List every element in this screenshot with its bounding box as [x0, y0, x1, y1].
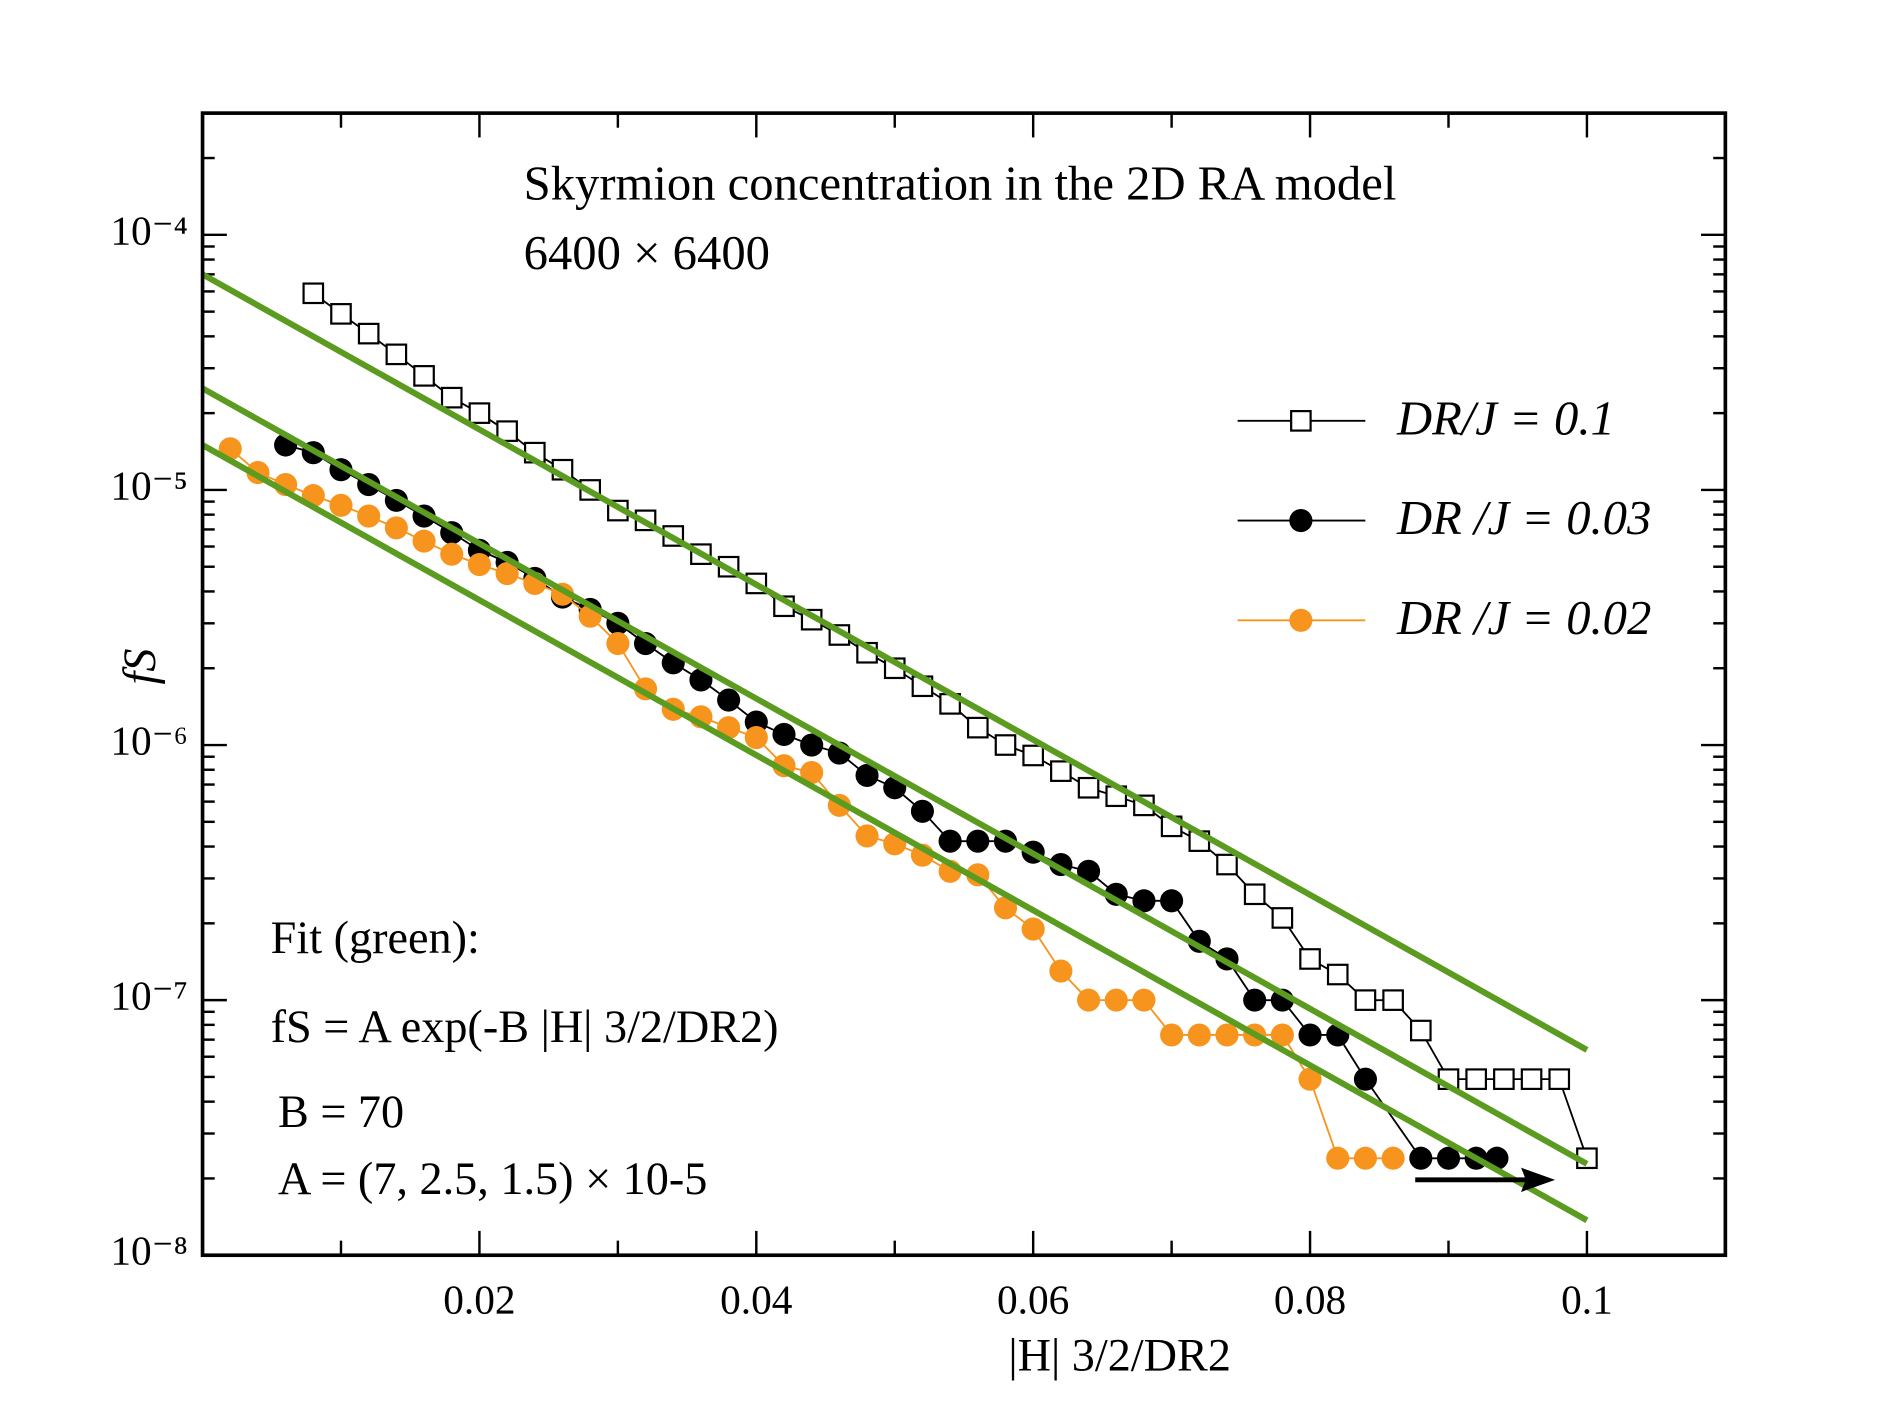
- ticks: 0.02 0.04 0.06 0.08 0.1 10⁻⁸ 10⁻⁷ 10⁻⁶ 10⁻⁵ 10⁻⁴: [110, 113, 1726, 1322]
- marker: [1299, 948, 1321, 970]
- fit-line: [201, 442, 1589, 1223]
- marker: [1354, 989, 1377, 1011]
- legend-label: DR/J = 0.1: [1396, 391, 1615, 445]
- x-tick-label: 0.04: [720, 1276, 793, 1322]
- annotation: fS = A exp(-B |H| 3/2/DR2): [271, 1001, 779, 1052]
- marker: [1270, 1023, 1294, 1047]
- marker: [1243, 988, 1267, 1012]
- marker: [496, 420, 518, 442]
- marker: [910, 799, 934, 823]
- marker: [1353, 1067, 1377, 1091]
- chart-title: Skyrmion concentration in the 2D RA mode…: [524, 157, 1397, 211]
- marker: [440, 386, 463, 409]
- marker: [357, 322, 380, 345]
- marker: [1436, 1146, 1461, 1170]
- y-tick-label: 10⁻⁷: [110, 973, 188, 1019]
- marker: [1049, 959, 1073, 983]
- y-tick-label: 10⁻⁴: [110, 207, 188, 253]
- marker: [1215, 1023, 1239, 1047]
- marker: [413, 365, 435, 387]
- marker: [938, 829, 962, 853]
- marker: [1187, 1023, 1211, 1047]
- plot-frame: [200, 111, 1728, 1258]
- marker: [467, 552, 491, 577]
- legend-marker: [1289, 608, 1313, 632]
- marker: [1077, 776, 1100, 799]
- marker: [717, 688, 741, 712]
- marker: [1382, 989, 1404, 1011]
- marker: [385, 343, 408, 366]
- marker: [966, 829, 990, 853]
- legend: DR/J = 0.1 DR /J = 0.03 DR /J = 0.02: [1237, 391, 1651, 645]
- y-tick-label: 10⁻⁵: [110, 462, 188, 508]
- marker: [855, 763, 879, 787]
- marker: [1104, 988, 1128, 1012]
- x-axis-label: |H| 3/2/DR2: [1008, 1329, 1231, 1380]
- marker: [1271, 907, 1294, 929]
- marker: [1022, 744, 1045, 767]
- marker: [468, 402, 491, 424]
- marker: [1021, 917, 1045, 941]
- marker: [1353, 1146, 1377, 1170]
- marker: [302, 282, 325, 305]
- marker: [1326, 1146, 1350, 1170]
- marker: [993, 896, 1018, 920]
- marker: [1548, 1068, 1571, 1090]
- marker: [1160, 1023, 1184, 1047]
- marker: [800, 761, 824, 785]
- arrow: [1415, 1167, 1556, 1192]
- marker: [772, 722, 796, 747]
- y-axis-label: fS: [114, 649, 165, 685]
- marker: [1132, 988, 1156, 1012]
- marker: [1077, 988, 1101, 1012]
- fit-line: [201, 385, 1589, 1167]
- x-tick-label: 0.02: [443, 1276, 515, 1322]
- y-tick-label: 10⁻⁶: [110, 718, 188, 764]
- marker: [966, 716, 989, 739]
- marker: [384, 516, 408, 540]
- x-tick-label: 0.06: [997, 1276, 1069, 1322]
- annotation: A = (7, 2.5, 1.5) × 10-5: [278, 1153, 707, 1204]
- marker: [1077, 859, 1101, 883]
- marker: [440, 542, 464, 566]
- marker: [744, 725, 768, 750]
- legend-marker: [1289, 509, 1313, 533]
- marker: [1298, 1023, 1322, 1047]
- marker: [855, 824, 879, 848]
- marker: [329, 493, 353, 517]
- annotation: B = 70: [278, 1086, 404, 1137]
- marker: [1409, 1019, 1432, 1042]
- marker: [1465, 1068, 1488, 1090]
- legend-label: DR /J = 0.03: [1396, 491, 1651, 545]
- marker: [1520, 1068, 1543, 1090]
- annotation: Fit (green):: [271, 912, 480, 963]
- plot-data: [201, 271, 1598, 1223]
- marker: [330, 303, 352, 325]
- marker: [1298, 1067, 1322, 1091]
- marker: [1243, 883, 1266, 906]
- marker: [1132, 889, 1156, 913]
- marker: [412, 529, 436, 553]
- x-tick-label: 0.08: [1274, 1276, 1346, 1322]
- x-tick-label: 0.1: [1561, 1276, 1613, 1322]
- marker: [357, 504, 381, 528]
- legend-label: DR /J = 0.02: [1396, 591, 1651, 645]
- marker: [1216, 853, 1238, 876]
- marker: [800, 733, 824, 757]
- marker: [1160, 889, 1184, 913]
- marker: [606, 631, 630, 656]
- fit-line: [201, 271, 1589, 1053]
- chart-subtitle: 6400 × 6400: [524, 226, 770, 280]
- legend-marker: [1290, 410, 1312, 432]
- marker: [1326, 963, 1349, 986]
- marker: [994, 734, 1017, 756]
- marker: [1381, 1146, 1405, 1170]
- marker: [1050, 760, 1072, 782]
- marker: [495, 562, 519, 586]
- marker: [1409, 1146, 1433, 1170]
- marker: [1493, 1068, 1515, 1090]
- y-tick-label: 10⁻⁸: [110, 1228, 188, 1274]
